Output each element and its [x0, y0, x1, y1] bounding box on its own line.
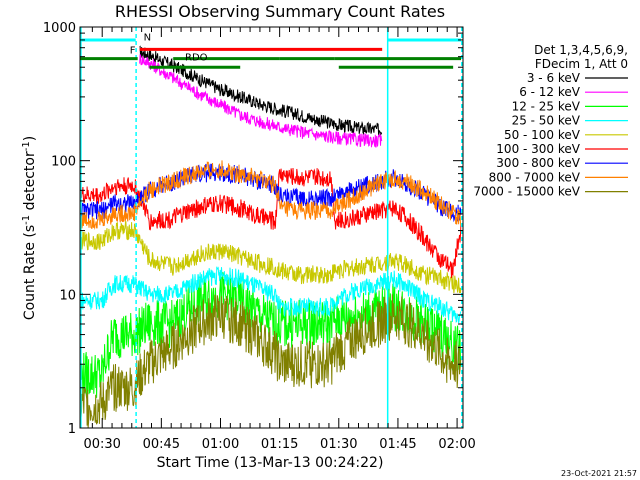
legend-label: 800 - 7000 keV	[489, 170, 581, 184]
legend-label: 3 - 6 keV	[527, 71, 581, 85]
y-tick-label: 1	[68, 422, 76, 437]
x-tick-label: 01:45	[379, 437, 416, 452]
x-tick-label: 00:30	[83, 437, 120, 452]
legend: Det 1,3,4,5,6,9, FDecim 1, Att 0 3 - 6 k…	[473, 43, 628, 199]
x-tick-label: 01:15	[261, 437, 298, 452]
flag-label-rdo: RDO	[185, 53, 208, 64]
x-tick-label: 01:00	[202, 437, 239, 452]
y-tick-label: 10	[59, 288, 76, 303]
legend-label: 100 - 300 keV	[496, 142, 580, 156]
series-line	[80, 294, 462, 428]
chart-title: RHESSI Observing Summary Count Rates	[115, 2, 445, 21]
series-line	[139, 54, 383, 148]
y-tick-label: 100	[51, 155, 76, 170]
x-tick-label: 01:30	[320, 437, 357, 452]
series-line	[80, 272, 462, 398]
legend-header-2: FDecim 1, Att 0	[535, 57, 628, 71]
series-line	[80, 266, 462, 324]
series-line	[80, 160, 462, 230]
legend-label: 6 - 12 keV	[519, 85, 581, 99]
legend-label: 7000 - 15000 keV	[473, 185, 580, 199]
y-axis-label: Count Rate (s-1 detector-1)	[21, 136, 38, 320]
legend-label: 12 - 25 keV	[512, 99, 581, 113]
series-line	[80, 220, 462, 294]
x-tick-label: 00:45	[143, 437, 180, 452]
plot-frame	[79, 26, 464, 429]
legend-label: 50 - 100 keV	[504, 128, 581, 142]
legend-label: 300 - 800 keV	[496, 156, 580, 170]
flag-label-n: N	[144, 32, 151, 43]
legend-label: 25 - 50 keV	[512, 114, 581, 128]
legend-header-1: Det 1,3,4,5,6,9,	[534, 43, 628, 57]
x-axis-label: Start Time (13-Mar-13 00:24:22)	[157, 455, 384, 471]
timestamp: 23-Oct-2021 21:57	[561, 469, 637, 478]
flag-label-f: F	[130, 45, 136, 56]
y-tick-label: 1000	[43, 21, 76, 36]
x-tick-label: 02:00	[438, 437, 475, 452]
